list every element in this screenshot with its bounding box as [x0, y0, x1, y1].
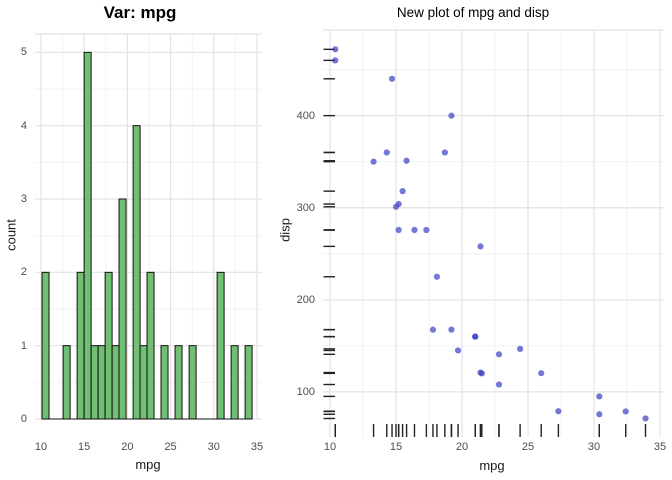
scatter-point	[472, 333, 479, 340]
scatter-y-tick-label: 300	[296, 201, 315, 214]
scatter-point	[555, 408, 562, 415]
histogram-y-tick-label: 5	[20, 46, 27, 59]
histogram-x-axis-title: mpg	[135, 457, 161, 472]
scatter-point	[370, 158, 377, 165]
scatter-x-tick-label: 25	[521, 441, 535, 453]
scatter-point	[383, 149, 390, 156]
scatter-y-tick-label: 200	[296, 293, 315, 306]
histogram-bar	[188, 345, 197, 420]
scatter-x-axis-title: mpg	[479, 458, 505, 473]
scatter-point	[642, 415, 649, 422]
scatter-y-axis-title: disp	[277, 218, 293, 242]
scatter-point	[538, 370, 545, 377]
histogram-bar	[132, 125, 141, 420]
scatter-x-tick-label: 15	[389, 441, 403, 453]
scatter-point	[596, 411, 603, 418]
histogram-bar	[118, 198, 127, 420]
histogram-x-tick-label: 10	[34, 441, 48, 453]
scatter-point	[454, 347, 462, 354]
scatter-x-tick-label: 30	[587, 441, 601, 453]
scatter-point	[477, 369, 484, 376]
histogram-bar	[174, 345, 183, 420]
histogram-y-tick-label: 0	[20, 413, 27, 425]
scatter-y-tick-label: 100	[296, 385, 315, 398]
histogram-y-axis-title: count	[3, 219, 19, 251]
histogram-bar	[62, 345, 71, 420]
scatter-title: New plot of mpg and disp	[396, 5, 550, 20]
histogram-bar	[90, 345, 99, 420]
scatter-point	[495, 381, 503, 388]
histogram-title: Var: mpg	[103, 3, 177, 22]
scatter-x-tick-label: 10	[323, 441, 337, 453]
scatter-y-tick-label: 400	[296, 109, 315, 122]
histogram-bar	[230, 345, 239, 420]
histogram-bar	[41, 271, 50, 420]
histogram-bar	[83, 51, 92, 420]
scatter-point	[517, 345, 524, 352]
scatter-point	[622, 408, 629, 415]
scatter-point	[392, 203, 400, 210]
scatter-point	[388, 75, 396, 82]
histogram-bar	[146, 271, 155, 420]
scatter-point	[441, 149, 448, 156]
scatter-point	[332, 57, 339, 64]
histogram-bar	[111, 345, 120, 420]
scatter-point	[596, 393, 603, 400]
histogram-x-tick-label: 35	[250, 441, 264, 453]
scatter-point	[395, 226, 402, 234]
histogram-bar	[104, 271, 113, 420]
histogram-bar	[160, 345, 169, 420]
scatter-point	[448, 112, 455, 119]
histogram-y-tick-label: 2	[20, 266, 27, 279]
histogram-y-tick-label: 1	[20, 339, 27, 352]
histogram-x-tick-label: 30	[207, 441, 220, 453]
scatter-point	[423, 226, 430, 234]
scatter-point	[477, 243, 484, 250]
scatter-point	[411, 226, 418, 234]
scatter-point	[448, 326, 455, 333]
scatter-point	[433, 273, 441, 280]
scatter-point	[495, 351, 503, 358]
scatter-point	[399, 188, 406, 195]
scatter-point	[403, 157, 410, 164]
histogram-bar	[139, 345, 148, 420]
histogram-x-tick-label: 20	[121, 441, 134, 453]
histogram-x-tick-label: 15	[78, 441, 91, 453]
histogram-y-tick-label: 3	[20, 193, 27, 205]
histogram-y-tick-label: 4	[20, 119, 27, 132]
scatter-x-tick-label: 35	[653, 441, 667, 453]
histogram-bar	[244, 345, 253, 420]
histogram-x-tick-label: 25	[164, 441, 177, 453]
histogram-bar	[97, 345, 106, 420]
histogram-bar	[216, 271, 225, 420]
scatter-point	[429, 326, 437, 333]
scatter-x-tick-label: 20	[455, 441, 469, 453]
histogram-bar	[76, 271, 85, 420]
scatter-point	[332, 46, 339, 53]
